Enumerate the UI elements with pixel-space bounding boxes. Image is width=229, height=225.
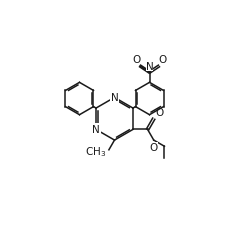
Text: O: O xyxy=(133,54,141,64)
Text: O: O xyxy=(158,54,166,64)
Text: N: N xyxy=(146,62,153,72)
Text: O: O xyxy=(150,142,158,152)
Text: N: N xyxy=(111,93,118,103)
Text: O: O xyxy=(155,107,163,117)
Text: CH$_3$: CH$_3$ xyxy=(85,144,107,158)
Text: N: N xyxy=(92,125,100,135)
